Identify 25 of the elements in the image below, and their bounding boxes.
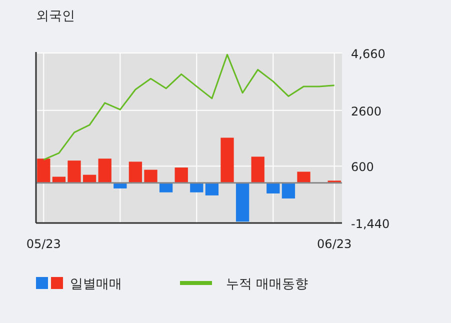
ytick: -1,440 — [351, 217, 390, 231]
bar — [297, 172, 310, 183]
bar — [190, 182, 204, 192]
bar — [251, 156, 264, 183]
legend-label: 일별매매 — [70, 277, 122, 292]
bar — [282, 182, 296, 198]
legend-label: 누적 매매동향 — [226, 277, 308, 292]
bar — [266, 182, 280, 194]
chart-title: 외국인 — [36, 9, 75, 24]
ytick: 2600 — [351, 104, 382, 118]
bar — [98, 158, 112, 183]
bar — [37, 158, 50, 183]
bar — [159, 182, 173, 192]
bar — [174, 168, 188, 183]
bar — [220, 138, 234, 183]
x-tick-label: 06/23 — [317, 237, 352, 251]
bar — [144, 170, 158, 183]
x-tick-label: 05/23 — [26, 237, 61, 251]
bar — [205, 182, 219, 196]
bar — [236, 182, 250, 222]
bar — [128, 162, 142, 183]
line-series — [42, 54, 336, 160]
ytick: 4,660 — [351, 47, 386, 61]
bar — [68, 160, 81, 183]
ytick: 600 — [351, 160, 374, 174]
